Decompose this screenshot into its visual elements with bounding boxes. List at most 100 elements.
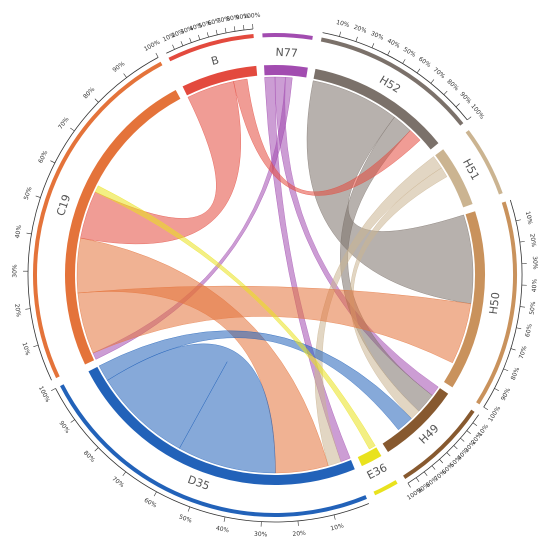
segment-ring (33, 61, 163, 379)
segment-ring (320, 37, 464, 126)
scale-tick (402, 59, 406, 64)
scale-label: 10% (524, 211, 534, 226)
scale-tick (94, 98, 99, 103)
scale-label: 80% (445, 78, 460, 92)
scale-label: 10% (330, 522, 345, 532)
segment-ring (373, 480, 398, 496)
chord-ribbon (349, 167, 448, 419)
scale-label: 50% (198, 19, 213, 29)
scale-tick (153, 491, 157, 497)
scale-label: 50% (178, 513, 193, 524)
scale-tick (206, 32, 209, 38)
scale-tick (416, 68, 421, 74)
segment-ring (476, 201, 517, 405)
scale-tick (407, 483, 411, 488)
segment-ring (262, 33, 313, 40)
scale-tick (172, 44, 175, 50)
segment-label: B (210, 53, 221, 68)
scale-tick (455, 103, 460, 108)
segment-arc (313, 68, 439, 150)
chord-ribbon (233, 78, 421, 196)
scale-label: 50% (529, 301, 538, 315)
scale-tick (70, 419, 75, 423)
scale-label: 50% (402, 46, 417, 59)
scale-tick (519, 306, 525, 308)
scale-tick (26, 232, 32, 235)
scale-label: 70% (432, 66, 447, 80)
scale-label: 20% (353, 24, 368, 35)
scale-label: 20% (13, 303, 22, 317)
scale-label: 30% (370, 30, 385, 42)
scale-tick (494, 388, 500, 391)
scale-tick (198, 34, 201, 40)
scale-label: 100% (143, 39, 162, 53)
scale-label: 20% (528, 233, 537, 247)
segment-label: C19 (54, 193, 73, 218)
scale-tick (180, 41, 184, 46)
segment-ring (60, 384, 367, 517)
scale-label: 100% (37, 385, 51, 404)
scale-label: 40% (188, 22, 203, 33)
segment-label: N77 (275, 46, 298, 60)
scale-tick (519, 241, 525, 243)
scale-tick (35, 195, 41, 198)
scale-tick (355, 36, 358, 42)
chord-ribbon (94, 185, 376, 450)
scale-tick (423, 471, 428, 477)
scale-tick (215, 29, 218, 35)
scale-baseline (483, 199, 523, 408)
scale-tick (430, 79, 435, 84)
scale-label: 90% (111, 60, 126, 74)
scale-label: 80% (226, 14, 241, 23)
chord-ribbon (264, 76, 351, 463)
scale-tick (516, 327, 522, 330)
scale-label: 60% (524, 323, 534, 338)
scale-tick (467, 116, 472, 121)
segment-arc (382, 388, 449, 453)
scale-tick (466, 430, 471, 434)
segment-arc (88, 366, 355, 485)
scale-tick (515, 219, 521, 222)
scale-tick (155, 52, 159, 58)
scale-label: 30% (254, 531, 268, 539)
scale-label: 80% (510, 366, 522, 381)
scale-label: 20% (292, 530, 306, 538)
segment-label: H50 (487, 291, 503, 315)
scale-baseline (166, 28, 254, 54)
scale-tick (50, 388, 56, 391)
scale-tick (50, 160, 56, 164)
scale-label: 60% (417, 56, 432, 70)
scale-label: 30% (11, 264, 18, 278)
scale-tick (94, 447, 99, 452)
scale-label: 60% (207, 17, 222, 27)
scale-label: 30% (531, 256, 539, 270)
scale-label: 20% (170, 28, 185, 40)
scale-label: 90% (57, 420, 71, 435)
scale-baseline (27, 57, 159, 381)
scale-tick (187, 506, 191, 512)
segment-arc (435, 149, 473, 208)
chord-ribbon (76, 237, 329, 474)
scale-label: 40% (215, 525, 230, 535)
scale-label: 10% (20, 342, 31, 357)
scale-tick (453, 445, 458, 450)
scale-label: 40% (14, 224, 23, 239)
scale-label: 100% (487, 405, 502, 423)
scale-tick (123, 73, 127, 78)
scale-tick (122, 471, 127, 476)
scale-label: 70% (216, 15, 231, 25)
scale-tick (446, 452, 451, 457)
segment-label: H52 (377, 73, 403, 96)
scale-label: 70% (57, 116, 71, 131)
scale-label: 10% (335, 19, 350, 29)
segment-ring (403, 409, 475, 479)
scale-tick (439, 459, 444, 464)
scale-tick (70, 127, 75, 132)
scale-label: 50% (23, 186, 34, 201)
scale-tick (25, 308, 31, 310)
scale-label: 10% (162, 31, 177, 43)
segment-arc (264, 65, 308, 78)
segment-arc (65, 89, 181, 365)
